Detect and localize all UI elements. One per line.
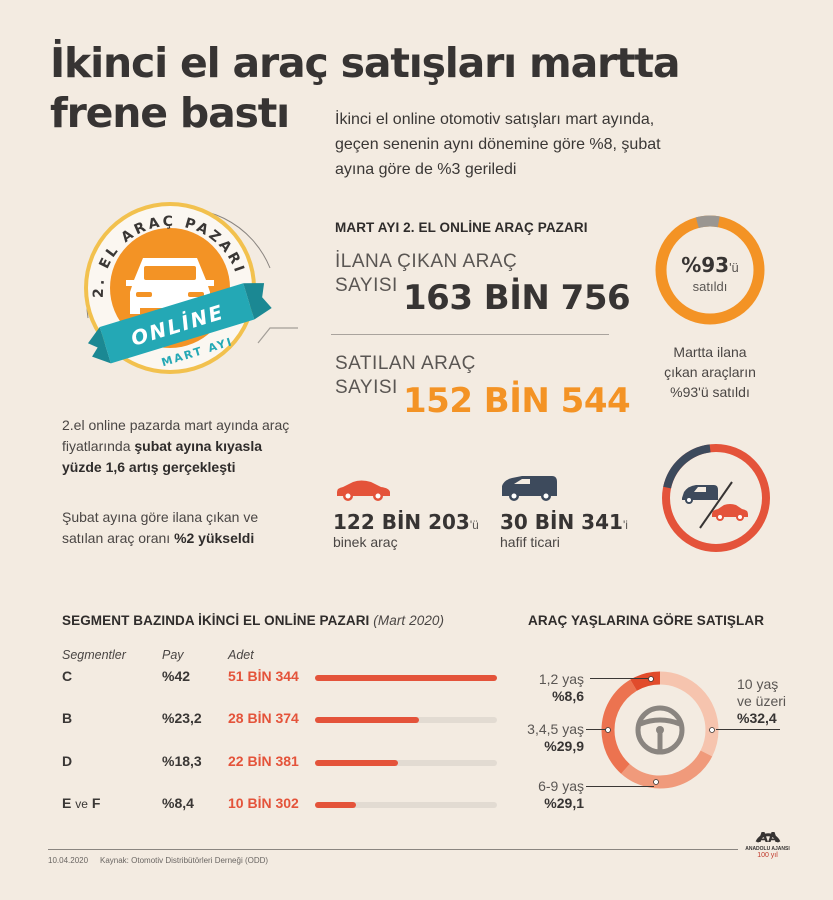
aa-logo: AA ANADOLU AJANSI 100 yıl bbox=[745, 820, 790, 859]
van-icon bbox=[502, 476, 557, 501]
segment-bar bbox=[315, 760, 497, 766]
age-label-3-5: 3,4,5 yaş %29,9 bbox=[527, 721, 584, 754]
car-count: 122 BİN 203 bbox=[333, 510, 470, 534]
market-heading: MART AYI 2. EL ONLİNE ARAÇ PAZARI bbox=[335, 220, 588, 235]
ratio-note: Şubat ayına göre ilana çıkan ve satılan … bbox=[62, 509, 259, 546]
vehicle-type-car: 122 BİN 203'ü binek araç bbox=[333, 478, 479, 550]
title-line-2: frene bastı bbox=[50, 89, 290, 137]
age-sales-heading: ARAÇ YAŞLARINA GÖRE SATIŞLAR bbox=[528, 613, 765, 628]
footer-source: Kaynak: Otomotiv Distribütörleri Derneği… bbox=[100, 856, 269, 865]
footer-date: 10.04.2020 bbox=[48, 856, 89, 865]
sedan-car-icon bbox=[337, 480, 390, 501]
leader-line bbox=[586, 729, 606, 730]
sold-label: SATILAN ARAÇ SAYISI bbox=[335, 353, 476, 398]
segment-row: E ve F %8,4 10 BİN 302 bbox=[62, 795, 502, 815]
divider bbox=[331, 334, 609, 335]
col-segment: Segmentler bbox=[62, 648, 126, 662]
sold-ratio-ring: %93'ü satıldı bbox=[655, 215, 765, 325]
van-count: 30 BİN 341 bbox=[500, 510, 623, 534]
aa-logo-icon: AA bbox=[755, 831, 780, 846]
svg-text:AA: AA bbox=[757, 831, 777, 846]
col-share: Pay bbox=[162, 648, 184, 662]
segment-row: C %42 51 BİN 344 bbox=[62, 668, 502, 688]
col-count: Adet bbox=[228, 648, 254, 662]
age-label-1-2: 1,2 yaş %8,6 bbox=[538, 671, 584, 704]
car-label: binek araç bbox=[333, 534, 398, 550]
vehicle-type-van: 30 BİN 341'i hafif ticari bbox=[500, 474, 628, 550]
steering-wheel-icon bbox=[635, 705, 685, 755]
segment-row: D %18,3 22 BİN 381 bbox=[62, 753, 502, 773]
listed-label: İLANA ÇIKAN ARAÇ SAYISI bbox=[335, 251, 518, 296]
leader-line bbox=[716, 729, 780, 730]
sold-percent: %93 bbox=[681, 253, 730, 277]
footer-divider bbox=[48, 849, 738, 850]
segments-heading: SEGMENT BAZINDA İKİNCİ EL ONLİNE PAZARI … bbox=[62, 613, 445, 628]
leader-line bbox=[586, 786, 654, 787]
title-line-1: İkinci el araç satışları martta bbox=[50, 39, 681, 87]
car-vs-van-icon bbox=[682, 481, 748, 529]
age-label-10-plus: 10 yaş ve üzeri %32,4 bbox=[737, 676, 787, 726]
anniversary-mark: 100 yıl bbox=[757, 852, 778, 859]
price-note: 2.el online pazarda mart ayında araç fiy… bbox=[62, 417, 290, 475]
aa-logo-text: ANADOLU AJANSI bbox=[745, 846, 790, 852]
leader-line bbox=[590, 678, 648, 679]
segment-bar bbox=[315, 675, 497, 681]
sold-caption: Martta ilana çıkan araçların %93'ü satıl… bbox=[664, 344, 756, 400]
segment-bar bbox=[315, 802, 497, 808]
age-donut bbox=[600, 670, 720, 790]
listed-count: 163 BİN 756 bbox=[403, 278, 631, 318]
online-market-badge: 2. EL ARAÇ PAZARI ONLİNE MART AYI bbox=[58, 188, 298, 388]
van-label: hafif ticari bbox=[500, 534, 560, 550]
segment-bar bbox=[315, 717, 497, 723]
sold-count: 152 BİN 544 bbox=[403, 381, 631, 421]
vehicle-type-ring bbox=[660, 442, 772, 554]
segment-row: B %23,2 28 BİN 374 bbox=[62, 710, 502, 730]
page-title: İkinci el araç satışları martta frene ba… bbox=[50, 38, 681, 138]
subtitle: İkinci el online otomotiv satışları mart… bbox=[335, 111, 661, 178]
age-label-6-9: 6-9 yaş %29,1 bbox=[538, 778, 584, 811]
